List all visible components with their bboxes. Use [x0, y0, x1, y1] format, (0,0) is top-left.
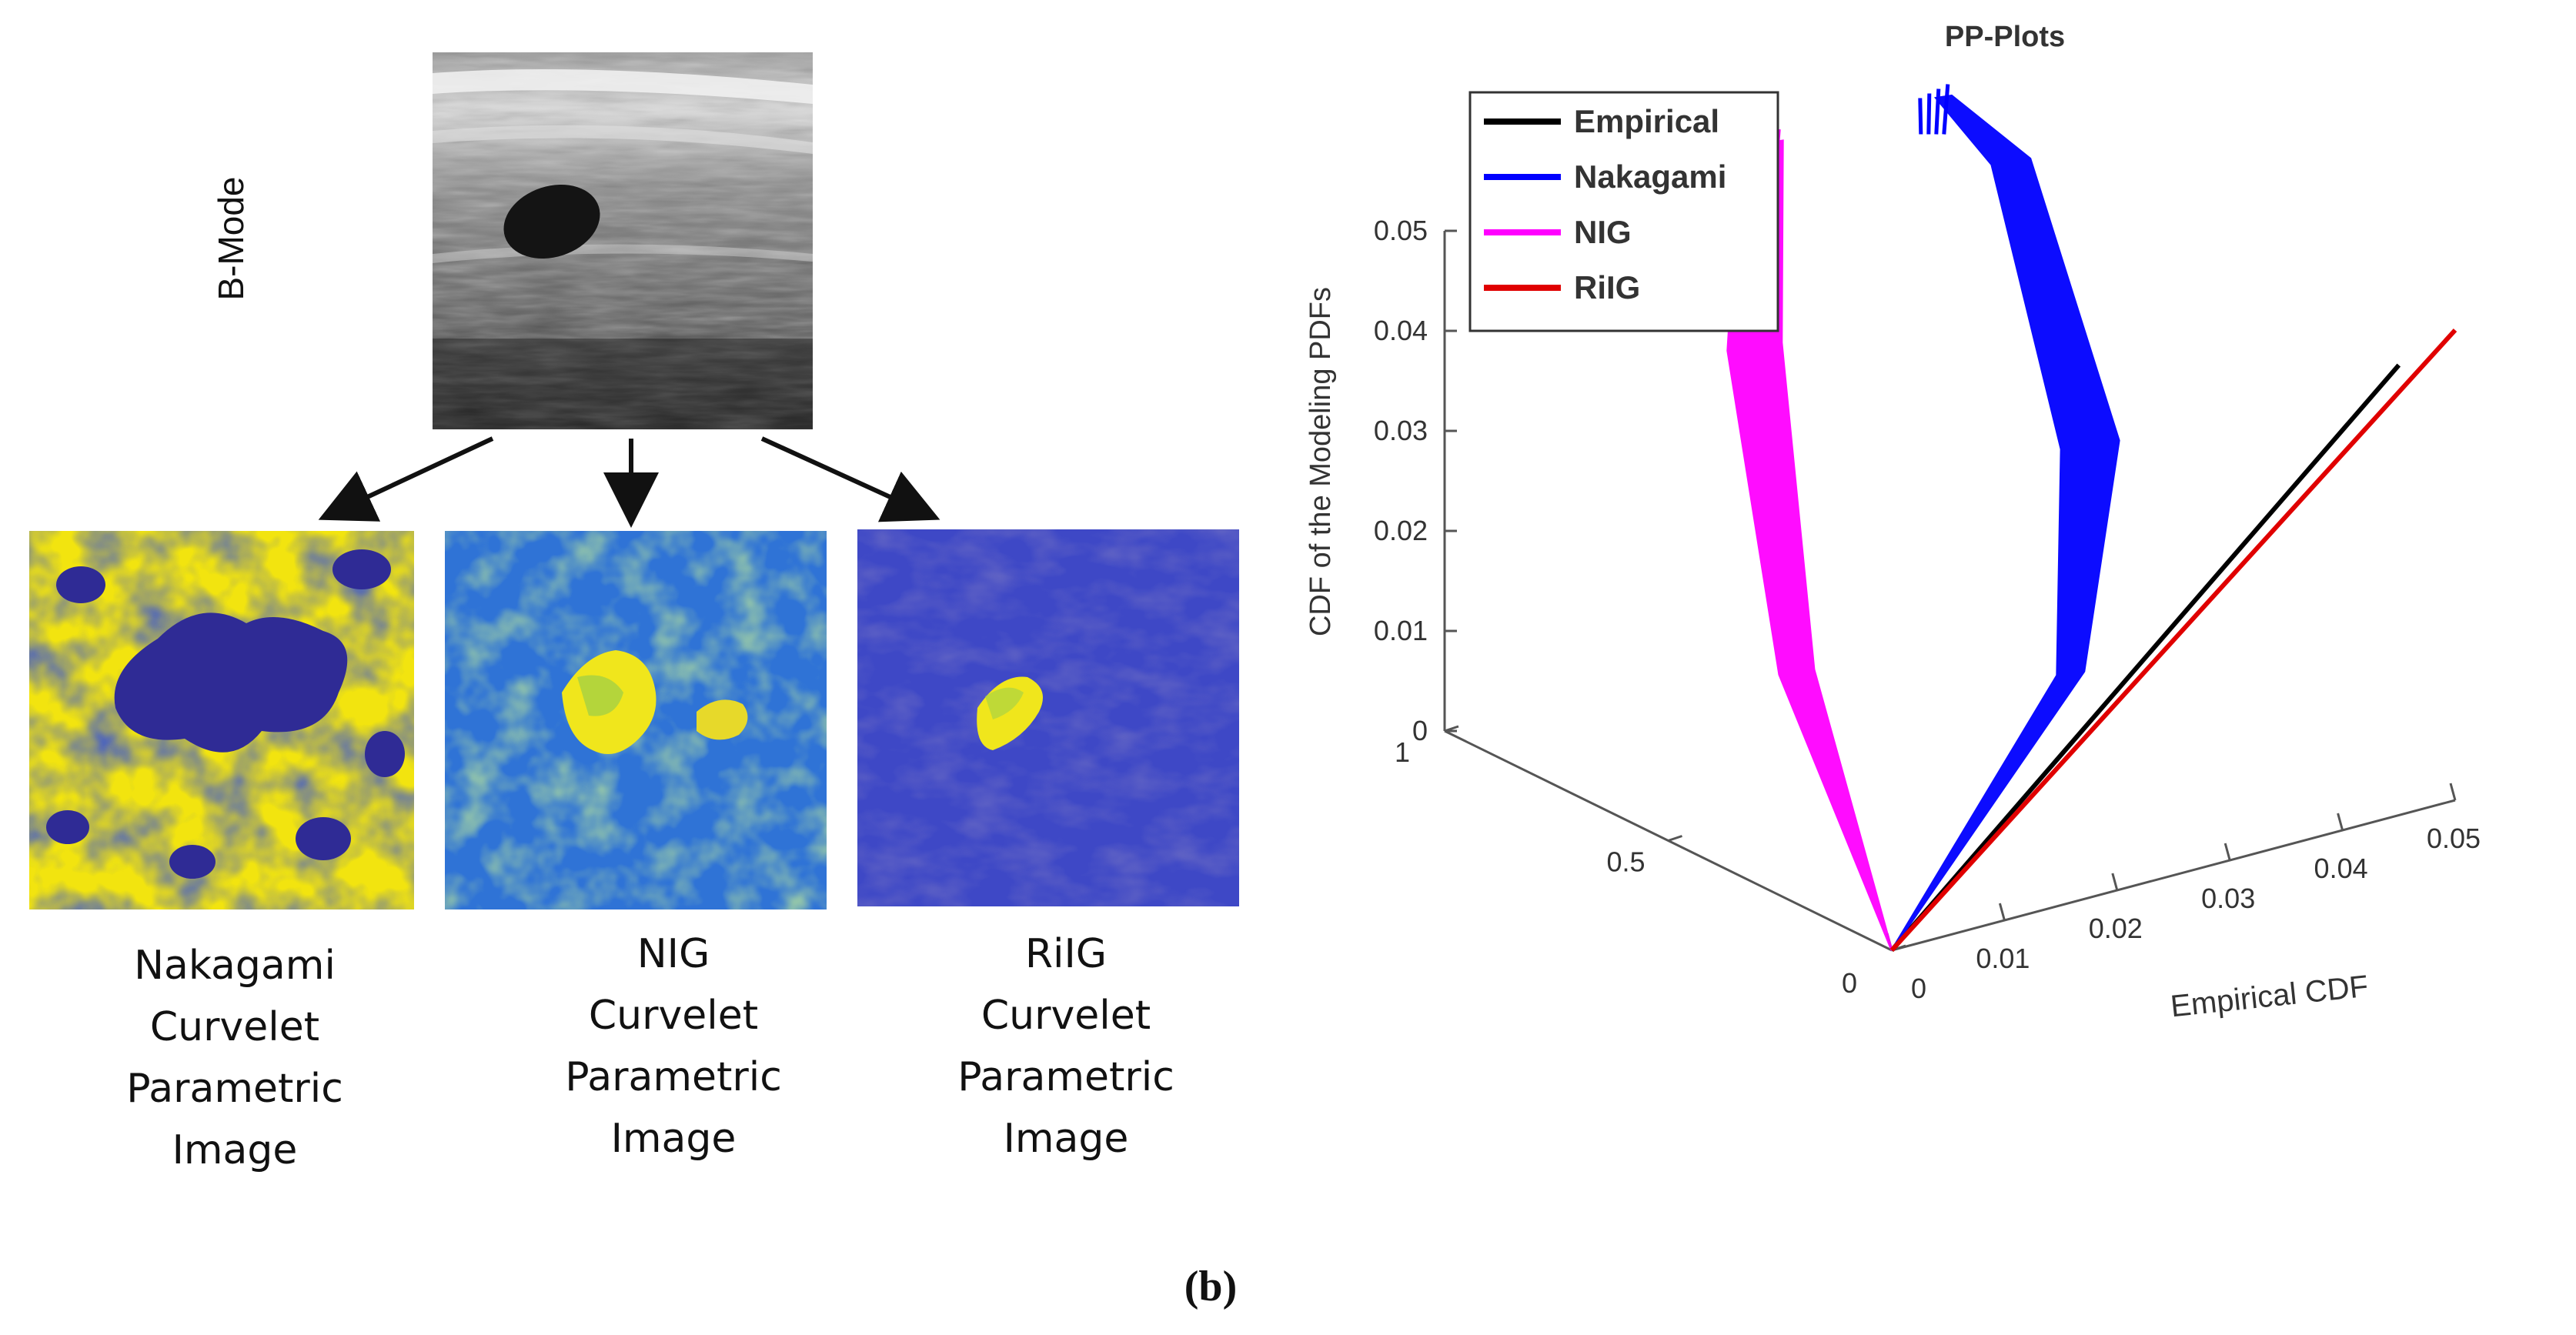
x-tick-label: 0.01 — [1976, 943, 2030, 974]
nig-image — [445, 531, 827, 909]
series-riig — [1892, 330, 2455, 950]
series-nakagami-tip — [1920, 98, 1921, 135]
ticks: 00.010.020.030.040.0500.5100.010.020.030… — [1374, 215, 2481, 1004]
x-tick-label: 0.04 — [2314, 853, 2368, 884]
arrow-to-nakagami — [331, 439, 493, 514]
series-nig — [1728, 141, 1892, 950]
x-axis-label: Empirical CDF — [2169, 970, 2370, 1024]
caption-line: Image — [531, 1108, 816, 1170]
caption-line: Parametric — [92, 1058, 377, 1120]
x-tick — [2451, 783, 2455, 800]
series-group — [1728, 85, 2455, 951]
nakagami-caption: Nakagami Curvelet Parametric Image — [92, 935, 377, 1181]
z-tick-label: 0.04 — [1374, 315, 1428, 346]
caption-line: Nakagami — [92, 935, 377, 996]
caption-line: NIG — [531, 923, 816, 985]
y-tick-label: 0 — [1842, 967, 1857, 999]
series-nig-tip — [1767, 134, 1769, 179]
series-nig-tip — [1751, 143, 1752, 179]
legend-label: RiIG — [1574, 269, 1640, 305]
y-tick — [1669, 836, 1682, 841]
z-tick-label: 0.03 — [1374, 415, 1428, 446]
caption-line: Image — [92, 1120, 377, 1181]
legend-label: Empirical — [1574, 103, 1719, 139]
z-tick-label: 0.01 — [1374, 615, 1428, 646]
z-axis-label: CDF of the Modeling PDFs — [1305, 287, 1337, 636]
legend: Empirical Nakagami NIG RiIG — [1470, 92, 1778, 331]
caption-line: Parametric — [924, 1046, 1208, 1108]
x-tick — [1887, 933, 1892, 950]
bmode-image — [433, 52, 813, 429]
nig-caption: NIG Curvelet Parametric Image — [531, 923, 816, 1170]
series-nakagami-tip — [1944, 85, 1948, 135]
z-tick-label: 0.05 — [1374, 215, 1428, 246]
x-tick — [2225, 843, 2230, 860]
arrow-to-riig — [762, 439, 927, 514]
caption-line: Curvelet — [924, 985, 1208, 1046]
series-nig-tip — [1775, 129, 1779, 179]
nakagami-image — [29, 531, 414, 909]
caption-line: Curvelet — [92, 996, 377, 1058]
x-tick-label: 0.05 — [2427, 823, 2481, 854]
series-nakagami-tip — [1936, 89, 1939, 135]
y-axis-line — [1445, 731, 1892, 950]
y-tick-label: 1 — [1395, 736, 1410, 768]
caption-line: Image — [924, 1108, 1208, 1170]
series-nakagami — [1892, 96, 2119, 951]
y-tick — [1892, 946, 1906, 950]
caption-line: Parametric — [531, 1046, 816, 1108]
riig-image — [857, 529, 1239, 906]
x-tick-label: 0 — [1911, 973, 1926, 1004]
figure-caption: (b) — [1184, 1262, 1237, 1311]
legend-label: NIG — [1574, 214, 1632, 250]
axes — [1445, 231, 2455, 950]
legend-label: Nakagami — [1574, 159, 1726, 195]
x-axis-line — [1892, 800, 2455, 950]
y-tick-label: 0.5 — [1606, 846, 1645, 878]
x-tick-label: 0.03 — [2201, 883, 2255, 914]
z-tick-label: 0 — [1412, 715, 1428, 746]
series-empirical — [1892, 365, 2399, 951]
caption-line: RiIG — [924, 923, 1208, 985]
legend-box — [1470, 92, 1778, 331]
caption-line: Curvelet — [531, 985, 816, 1046]
x-tick — [2000, 903, 2004, 920]
y-tick — [1445, 726, 1458, 731]
x-tick — [2338, 813, 2343, 830]
x-tick-label: 0.02 — [2089, 913, 2143, 944]
z-tick-label: 0.02 — [1374, 515, 1428, 546]
series-nig-tip — [1759, 139, 1760, 179]
x-tick — [2113, 873, 2117, 890]
riig-caption: RiIG Curvelet Parametric Image — [924, 923, 1208, 1170]
chart-title: PP-Plots — [1945, 21, 2065, 53]
